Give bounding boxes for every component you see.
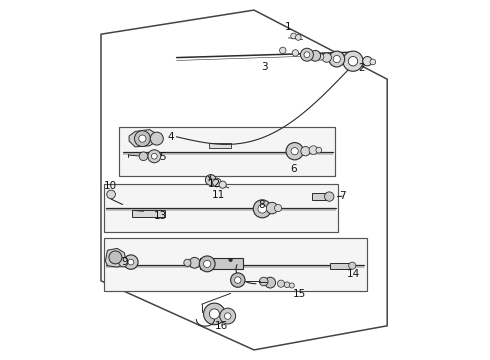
Text: 5: 5 bbox=[159, 152, 166, 162]
Circle shape bbox=[219, 181, 226, 188]
Text: 16: 16 bbox=[215, 321, 228, 331]
Circle shape bbox=[348, 57, 358, 66]
Circle shape bbox=[295, 35, 301, 40]
Circle shape bbox=[324, 192, 334, 201]
Circle shape bbox=[286, 143, 303, 160]
Circle shape bbox=[333, 55, 341, 63]
Text: 12: 12 bbox=[208, 179, 221, 189]
Circle shape bbox=[301, 147, 310, 156]
Circle shape bbox=[370, 59, 376, 65]
Circle shape bbox=[109, 251, 122, 264]
Circle shape bbox=[151, 153, 157, 159]
Text: 4: 4 bbox=[168, 132, 174, 142]
Circle shape bbox=[322, 53, 331, 62]
Circle shape bbox=[134, 131, 150, 147]
Circle shape bbox=[107, 190, 116, 199]
Polygon shape bbox=[101, 10, 387, 350]
Circle shape bbox=[229, 258, 232, 262]
Circle shape bbox=[289, 283, 294, 288]
Text: 3: 3 bbox=[262, 62, 268, 72]
Circle shape bbox=[316, 147, 321, 153]
Polygon shape bbox=[104, 238, 367, 291]
Circle shape bbox=[199, 256, 215, 272]
Circle shape bbox=[209, 309, 220, 319]
Text: 10: 10 bbox=[103, 181, 117, 192]
Text: 13: 13 bbox=[154, 211, 167, 221]
Circle shape bbox=[266, 202, 278, 214]
Circle shape bbox=[204, 260, 211, 267]
Circle shape bbox=[220, 308, 236, 324]
Circle shape bbox=[310, 50, 320, 61]
Bar bbox=[200, 258, 243, 269]
Polygon shape bbox=[105, 248, 125, 267]
Circle shape bbox=[148, 150, 161, 163]
Text: 2: 2 bbox=[359, 63, 366, 73]
Text: 6: 6 bbox=[290, 164, 297, 174]
Circle shape bbox=[277, 280, 285, 287]
Circle shape bbox=[213, 178, 221, 187]
Bar bbox=[330, 263, 351, 269]
Circle shape bbox=[363, 57, 372, 66]
Circle shape bbox=[349, 262, 356, 269]
Circle shape bbox=[291, 33, 296, 39]
Polygon shape bbox=[129, 130, 157, 147]
Circle shape bbox=[128, 259, 134, 265]
Text: 11: 11 bbox=[211, 190, 224, 200]
Circle shape bbox=[329, 51, 345, 67]
Circle shape bbox=[119, 257, 128, 267]
Circle shape bbox=[235, 277, 241, 283]
Circle shape bbox=[139, 152, 148, 161]
Circle shape bbox=[123, 255, 138, 269]
Bar bbox=[132, 210, 165, 217]
Text: 14: 14 bbox=[346, 269, 360, 279]
Polygon shape bbox=[119, 127, 335, 176]
Circle shape bbox=[205, 175, 216, 185]
Text: 8: 8 bbox=[258, 200, 265, 210]
Circle shape bbox=[184, 259, 191, 266]
Circle shape bbox=[304, 52, 310, 58]
Bar bbox=[312, 193, 329, 200]
Circle shape bbox=[204, 303, 225, 325]
Circle shape bbox=[284, 282, 290, 288]
Polygon shape bbox=[104, 184, 338, 232]
Text: 15: 15 bbox=[293, 289, 306, 299]
Circle shape bbox=[259, 277, 268, 286]
Circle shape bbox=[291, 148, 298, 155]
Circle shape bbox=[292, 50, 298, 56]
Circle shape bbox=[150, 132, 163, 145]
Circle shape bbox=[343, 51, 363, 71]
Circle shape bbox=[318, 54, 324, 60]
Circle shape bbox=[274, 204, 282, 212]
Circle shape bbox=[189, 257, 200, 268]
Circle shape bbox=[309, 146, 318, 154]
Text: 9: 9 bbox=[121, 257, 128, 267]
Circle shape bbox=[139, 135, 146, 142]
Text: 7: 7 bbox=[339, 191, 345, 201]
Circle shape bbox=[265, 277, 275, 288]
Circle shape bbox=[280, 47, 286, 54]
Circle shape bbox=[231, 273, 245, 287]
Circle shape bbox=[224, 313, 231, 319]
Text: 1: 1 bbox=[285, 22, 292, 32]
Circle shape bbox=[300, 48, 314, 61]
Bar bbox=[209, 143, 231, 148]
Circle shape bbox=[253, 200, 271, 218]
Circle shape bbox=[258, 204, 267, 213]
